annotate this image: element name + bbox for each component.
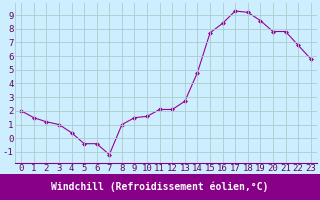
Text: Windchill (Refroidissement éolien,°C): Windchill (Refroidissement éolien,°C) bbox=[51, 182, 269, 192]
